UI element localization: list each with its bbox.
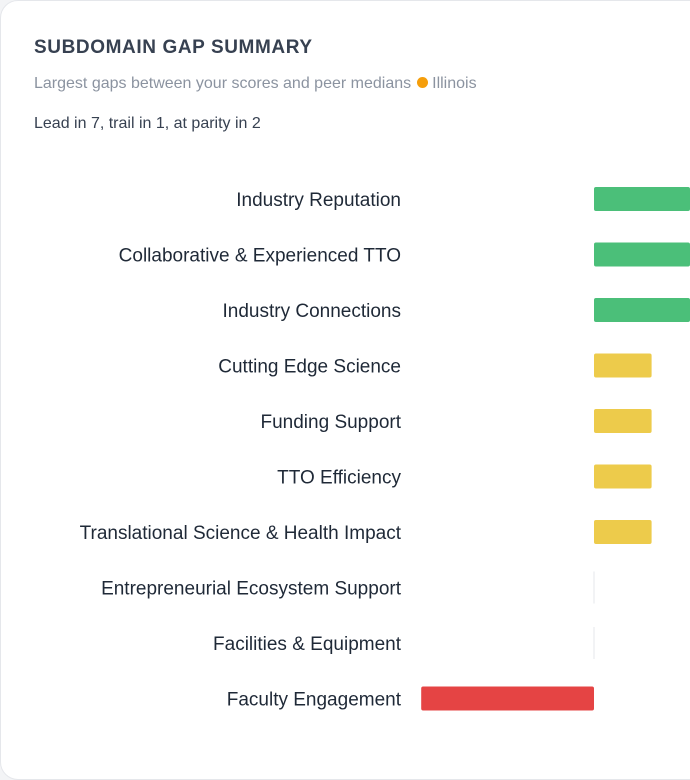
category-label: TTO Efficiency xyxy=(277,468,401,489)
category-label: Industry Reputation xyxy=(236,190,401,211)
gap-bar-chart: Industry Reputation Collaborative & Exper… xyxy=(80,187,690,711)
category-label: Facilities & Equipment xyxy=(213,634,402,655)
category-label: Translational Science & Health Impact xyxy=(80,523,402,544)
gap-bar[interactable] xyxy=(594,464,652,489)
subtitle-text: Largest gaps between your scores and pee… xyxy=(34,75,412,92)
category-label: Industry Connections xyxy=(223,301,402,322)
gap-summary-text: Lead in 7, trail in 1, at parity in 2 xyxy=(34,115,261,132)
gap-bar[interactable] xyxy=(594,520,652,544)
gap-bar[interactable] xyxy=(594,298,690,322)
gap-bar[interactable] xyxy=(594,353,652,378)
category-label: Faculty Engagement xyxy=(227,690,402,711)
card-title: SUBDOMAIN GAP SUMMARY xyxy=(34,37,313,58)
category-label: Collaborative & Experienced TTO xyxy=(119,246,401,267)
gap-bar[interactable] xyxy=(594,242,690,267)
category-label: Cutting Edge Science xyxy=(218,357,401,378)
category-label: Entrepreneurial Ecosystem Support xyxy=(101,579,402,600)
location-dot-icon xyxy=(417,77,429,88)
gap-bar[interactable] xyxy=(421,686,594,711)
gap-bar[interactable] xyxy=(594,409,652,433)
gap-bar[interactable] xyxy=(594,187,690,211)
category-label: Funding Support xyxy=(261,412,402,433)
card-subtitle: Largest gaps between your scores and pee… xyxy=(34,75,477,93)
location-label: Illinois xyxy=(432,75,477,92)
